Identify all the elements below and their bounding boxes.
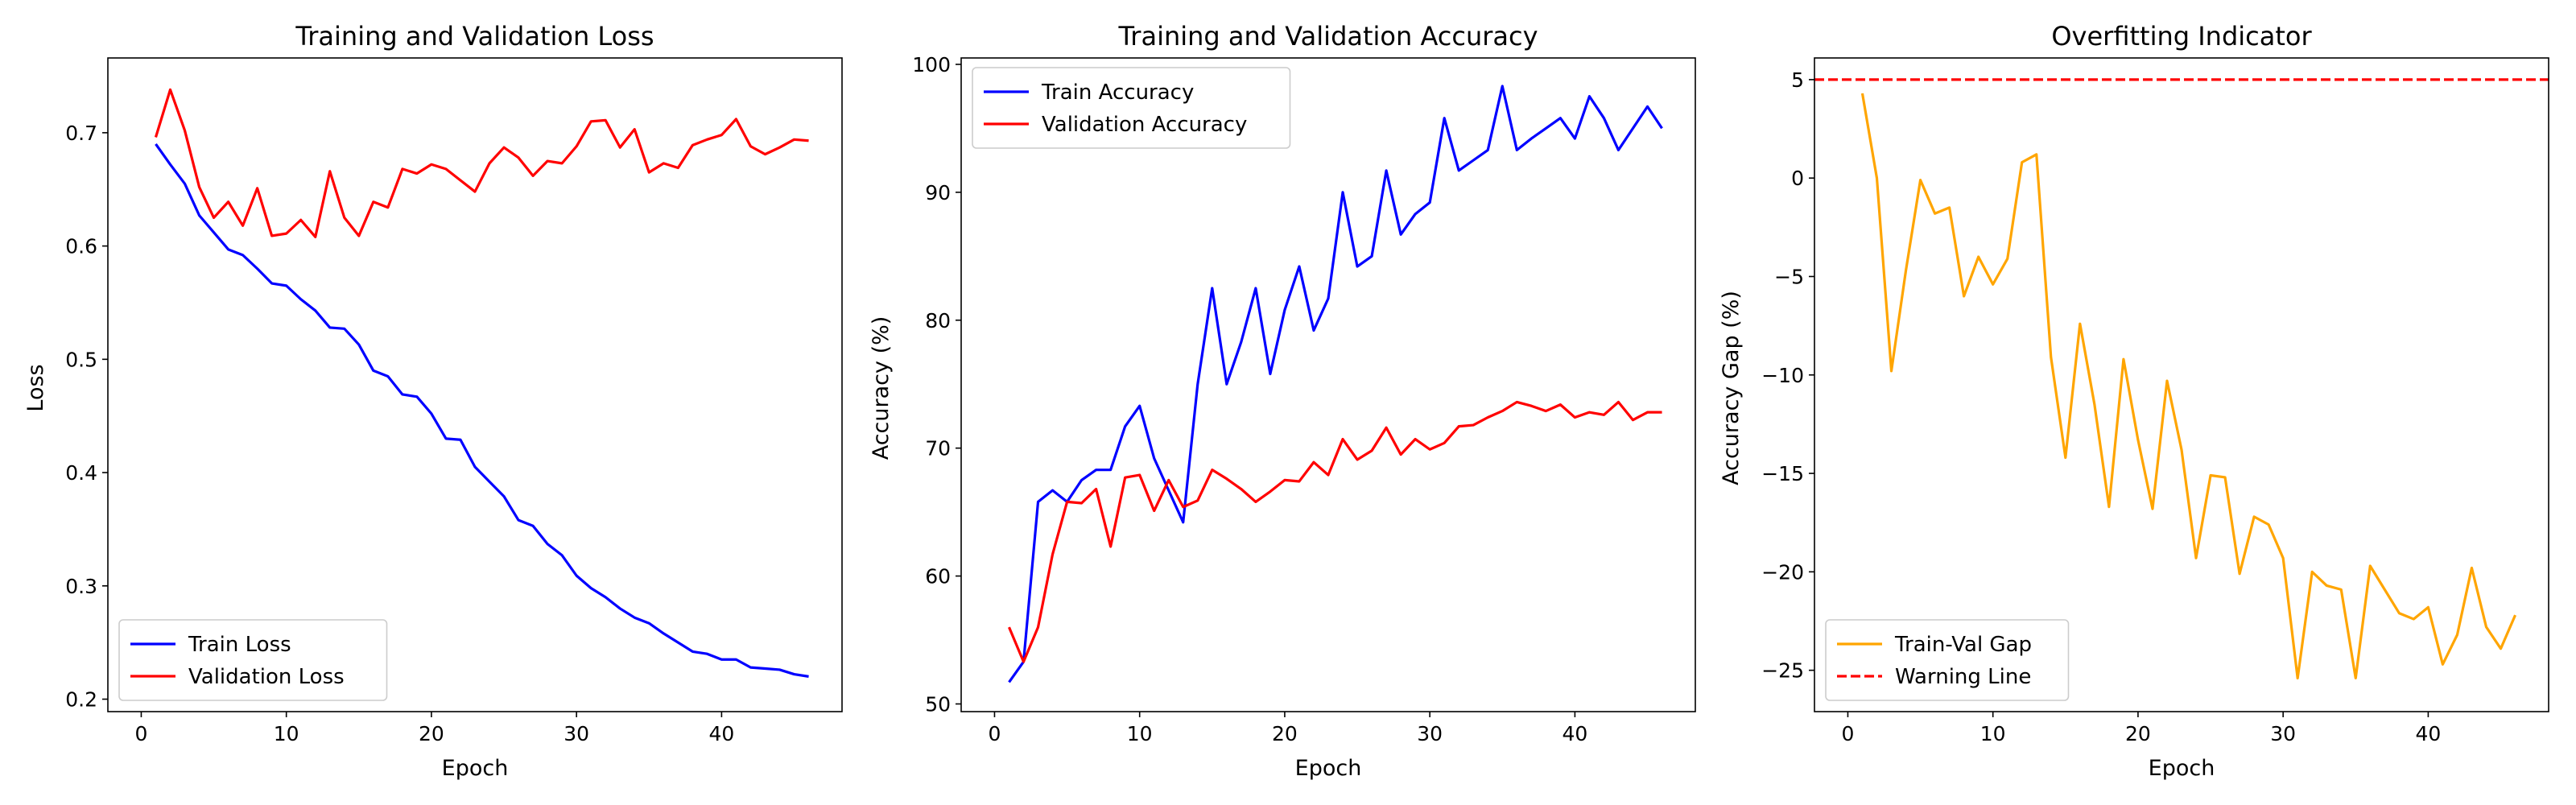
legend: Train Accuracy Validation Accuracy [972,67,1291,149]
x-tick-label: 0 [135,722,148,745]
axes-frame [107,57,843,712]
x-tick-label: 0 [1842,722,1855,745]
series-line-validation-accuracy [1008,400,1662,663]
x-tick-label: 10 [274,722,299,745]
y-tick-label: 50 [925,692,951,716]
series-line-train-accuracy [1008,85,1663,683]
y-axis-label: Accuracy Gap (%) [1719,291,1744,485]
x-tick-label: 10 [1980,722,2006,745]
plot-area: 0 10 20 30 40 −25 −20 −15 −10 −5 0 5 [1761,57,2549,745]
x-tick-label: 40 [2415,722,2441,745]
y-tick-label: 0.3 [65,575,97,598]
series-line-train-val-gap [1860,93,2517,680]
y-tick-label: 60 [925,565,951,588]
x-tick-label: 30 [564,722,589,745]
y-tick-label: −10 [1761,364,1804,387]
x-tick-label: 20 [1272,722,1298,745]
y-axis-label: Accuracy (%) [869,316,894,460]
x-tick-label: 10 [1127,722,1153,745]
legend: Train Loss Validation Loss [118,619,388,701]
x-tick-label: 30 [2270,722,2296,745]
chart-accuracy: Training and Validation Accuracy 0 10 20 30… [869,21,1696,781]
y-tick-label: 80 [925,309,951,332]
x-axis-label: Epoch [442,756,509,781]
y-tick-label: 100 [912,53,951,76]
x-tick-label: 20 [2125,722,2151,745]
series-line-train-loss [155,143,809,678]
legend-label-train-loss: Train Loss [188,633,291,657]
chart-title: Overfitting Indicator [2051,21,2312,52]
legend-box [972,67,1291,149]
chart-title: Training and Validation Loss [295,21,654,52]
plot-area: 0 10 20 30 40 0.2 0.3 0.4 0.5 0.6 0.7 [65,57,843,745]
legend-label-train-val-gap: Train-Val Gap [1894,633,2032,657]
x-tick-label: 20 [419,722,444,745]
y-tick-label: 0.4 [65,461,97,485]
y-tick-label: 0 [1791,167,1804,190]
y-tick-label: −15 [1761,462,1804,485]
x-tick-label: 40 [1562,722,1587,745]
chart-loss: Training and Validation Loss 0 10 20 30 40 0.… [23,21,843,781]
chart-overfitting: Overfitting Indicator 0 10 20 30 40 −25 −20 −15… [1719,21,2549,781]
x-axis-label: Epoch [1295,756,1362,781]
legend: Train-Val Gap Warning Line [1825,619,2070,701]
y-tick-label: 90 [925,181,951,204]
y-tick-label: 0.5 [65,348,97,371]
legend-label-validation-loss: Validation Loss [188,665,345,689]
y-axis-label: Loss [23,364,48,411]
legend-box [118,619,388,701]
y-tick-label: 5 [1791,68,1804,92]
y-tick-label: −5 [1774,265,1804,288]
chart-title: Training and Validation Accuracy [1117,21,1538,52]
legend-label-validation-accuracy: Validation Accuracy [1042,113,1247,137]
axes-frame [1814,57,2549,712]
y-tick-label: 0.6 [65,235,97,258]
y-tick-label: 0.7 [65,122,97,145]
x-tick-label: 30 [1417,722,1443,745]
axes-frame [960,57,1696,712]
legend-label-train-accuracy: Train Accuracy [1041,80,1194,105]
legend-box [1825,619,2070,701]
y-tick-label: 70 [925,437,951,460]
y-tick-label: 0.2 [65,688,97,712]
legend-label-warning-line: Warning Line [1895,665,2031,689]
series-line-validation-loss [154,88,809,238]
x-tick-label: 40 [708,722,734,745]
y-tick-label: −20 [1761,560,1804,584]
plot-area: 0 10 20 30 40 50 60 70 80 90 100 [912,53,1696,745]
x-tick-label: 0 [989,722,1001,745]
y-tick-label: −25 [1761,659,1804,683]
x-axis-label: Epoch [2149,756,2215,781]
